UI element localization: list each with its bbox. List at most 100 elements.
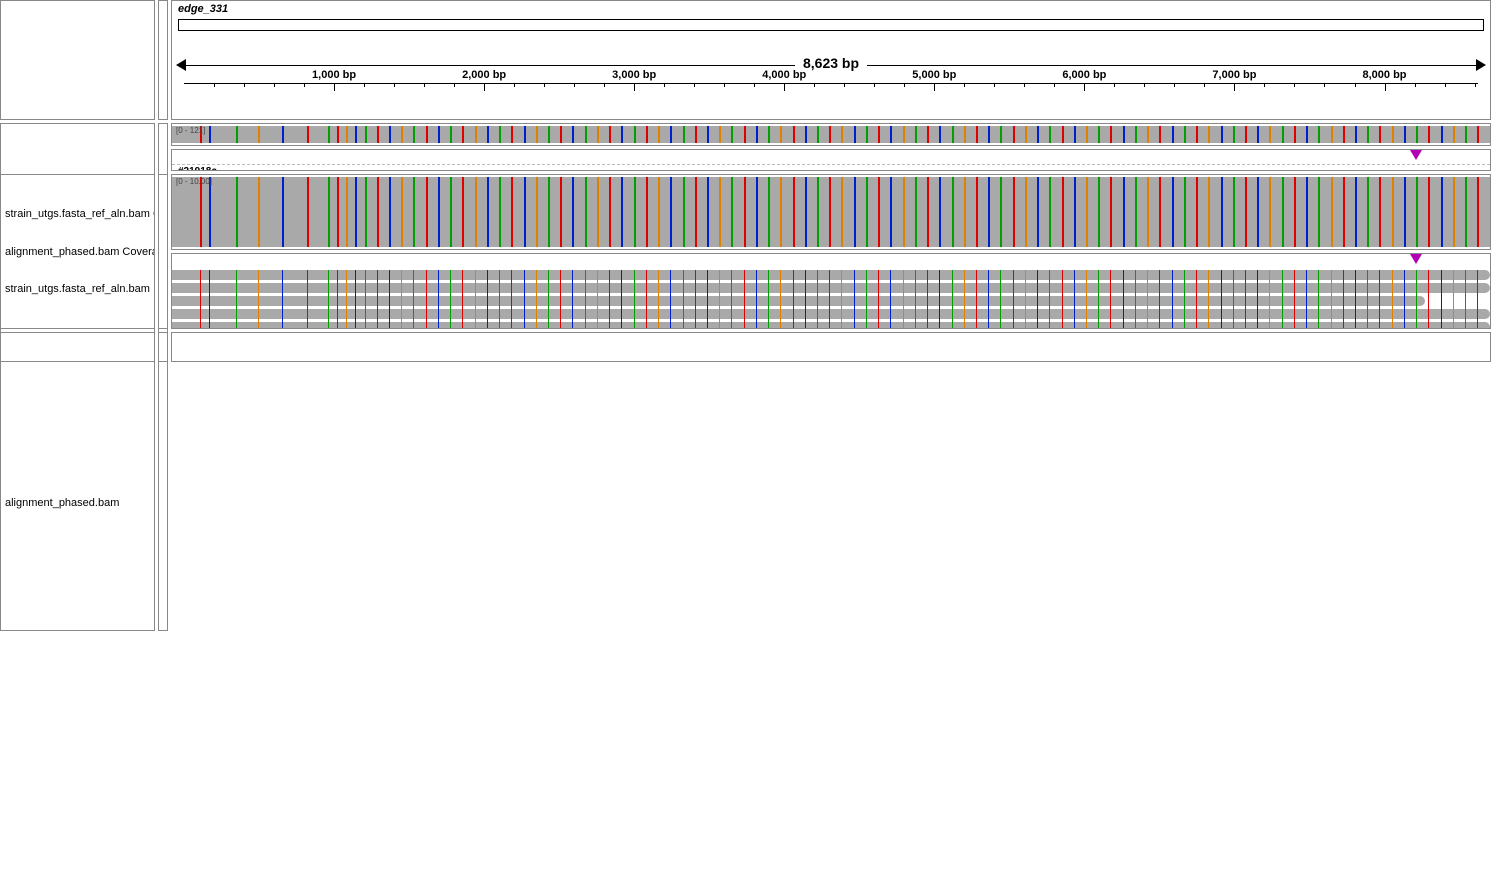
header-row: edge_331 8,623 bp 1,000 bp2,000 bp3,000 … <box>0 0 1491 120</box>
read-group: #21918c <box>172 164 1490 172</box>
variant-bar <box>1245 126 1247 143</box>
variant-bar <box>475 177 477 247</box>
variant-bar <box>236 270 237 329</box>
ruler-minor-tick <box>364 83 365 87</box>
variant-bar <box>438 270 439 329</box>
variant-bar <box>524 126 526 143</box>
variant-bar <box>731 270 732 329</box>
variant-bar <box>346 177 348 247</box>
variant-bar <box>1367 177 1369 247</box>
variant-bar <box>756 126 758 143</box>
variant-bar <box>1269 270 1270 329</box>
annotation-panel[interactable] <box>171 332 1491 362</box>
variant-bar <box>1037 177 1039 247</box>
ruler-tick-label: 6,000 bp <box>1062 69 1106 81</box>
phased-coverage-panel[interactable]: [0 - 121] <box>171 123 1491 146</box>
annotation-name-panel[interactable] <box>0 332 155 362</box>
variant-bar <box>1025 177 1027 247</box>
ruler-arrow-left-icon <box>176 59 186 71</box>
locus-label: edge_331 <box>172 1 1490 17</box>
variant-bar <box>1453 126 1455 143</box>
variant-bar <box>768 270 769 329</box>
variant-bar <box>413 177 415 247</box>
variant-bar <box>1318 126 1320 143</box>
variant-bar <box>1110 270 1111 329</box>
strain-alignment-panel[interactable] <box>171 253 1491 329</box>
variant-bar <box>719 270 720 329</box>
strain-gutter[interactable] <box>158 174 168 329</box>
variant-bar <box>744 177 746 247</box>
variant-bar <box>1392 270 1393 329</box>
variant-bar <box>1404 126 1406 143</box>
variant-bar <box>236 177 238 247</box>
ruler-tick: 5,000 bp <box>934 83 935 91</box>
variant-bar <box>866 177 868 247</box>
variant-bar <box>780 270 781 329</box>
variant-bar <box>646 177 648 247</box>
ruler-tick-label: 1,000 bp <box>312 69 356 81</box>
variant-bar <box>903 126 905 143</box>
variant-bar <box>658 126 660 143</box>
ruler-minor-tick <box>814 83 815 87</box>
variant-bar <box>511 126 513 143</box>
variant-bar <box>1233 270 1234 329</box>
igv-viewer: edge_331 8,623 bp 1,000 bp2,000 bp3,000 … <box>0 0 1491 362</box>
annotation-gutter[interactable] <box>158 332 168 362</box>
variant-bar <box>1196 177 1198 247</box>
variant-bar <box>236 126 238 143</box>
variant-bar <box>1453 177 1455 247</box>
variant-bar <box>634 126 636 143</box>
variant-bar <box>511 270 512 329</box>
variant-bar <box>450 126 452 143</box>
phased-coverage-range: [0 - 121] <box>176 126 205 135</box>
genome-ruler[interactable]: 8,623 bp 1,000 bp2,000 bp3,000 bp4,000 b… <box>184 37 1478 117</box>
header-name-panel <box>0 0 155 120</box>
header-data-panel[interactable]: edge_331 8,623 bp 1,000 bp2,000 bp3,000 … <box>171 0 1491 120</box>
variant-bar <box>890 126 892 143</box>
chromosome-ideogram[interactable] <box>178 19 1484 31</box>
variant-bar <box>328 126 330 143</box>
variant-bar <box>1013 270 1014 329</box>
ruler-arrow-right-icon <box>1476 59 1486 71</box>
variant-bar <box>1172 270 1173 329</box>
variant-bar <box>1392 126 1394 143</box>
ruler-minor-tick <box>1355 83 1356 87</box>
ruler-minor-tick <box>274 83 275 87</box>
phased-alignment-panel[interactable]: #21918c#3b528b#440154#5ec962#fde725 <box>171 149 1491 172</box>
strain-coverage-panel[interactable]: [0 - 10.00] <box>171 174 1491 250</box>
variant-bar <box>355 177 357 247</box>
variant-bar <box>1000 126 1002 143</box>
variant-bar <box>200 177 202 247</box>
variant-bar <box>426 270 427 329</box>
ruler-minor-tick <box>964 83 965 87</box>
variant-bar <box>389 177 391 247</box>
variant-bar <box>258 126 260 143</box>
ruler-minor-tick <box>454 83 455 87</box>
variant-bar <box>1282 270 1283 329</box>
variant-bar <box>866 126 868 143</box>
strain-name-panel[interactable]: strain_utgs.fasta_ref_aln.bam Coverage s… <box>0 174 155 329</box>
variant-bar <box>1269 126 1271 143</box>
variant-bar <box>609 270 610 329</box>
variant-bar <box>964 270 965 329</box>
ruler-minor-tick <box>754 83 755 87</box>
variant-bar <box>1367 126 1369 143</box>
variant-bar <box>1477 126 1479 143</box>
variant-bar <box>438 126 440 143</box>
annotation-row <box>0 332 1491 362</box>
phased-coverage-bars <box>172 126 1490 143</box>
variant-bar <box>346 126 348 143</box>
variant-bar <box>683 126 685 143</box>
variant-bar <box>365 177 367 247</box>
variant-bar <box>337 177 339 247</box>
variant-bar <box>401 270 402 329</box>
variant-bar <box>1013 126 1015 143</box>
strain-coverage-range: [0 - 10.00] <box>176 177 212 186</box>
variant-bar <box>524 177 526 247</box>
variant-bar <box>634 177 636 247</box>
variant-bar <box>377 270 378 329</box>
variant-bar <box>258 270 259 329</box>
variant-bar <box>1441 270 1442 329</box>
variant-bar <box>1404 270 1405 329</box>
variant-bar <box>282 177 284 247</box>
